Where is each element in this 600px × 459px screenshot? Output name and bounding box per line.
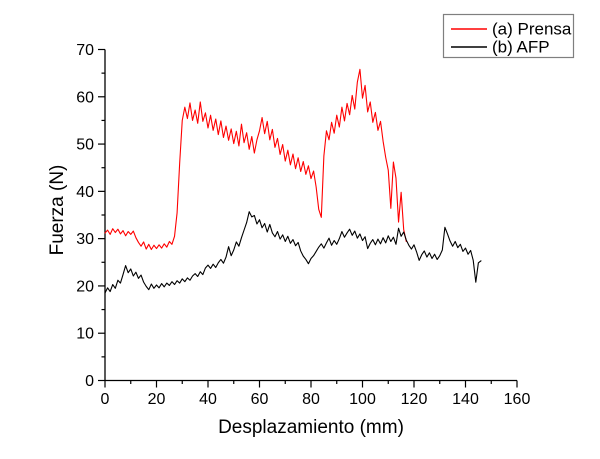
y-tick-label: 30	[76, 231, 94, 248]
x-axis-ticks: 0 20 40 60 80 100 120 140 160	[101, 380, 531, 408]
x-tick-label: 160	[504, 391, 531, 408]
x-tick-label: 80	[302, 391, 320, 408]
y-tick-label: 0	[85, 373, 94, 390]
y-axis-ticks: 0 10 20 30 40 50 60 70	[76, 42, 105, 390]
y-tick-label: 70	[76, 42, 94, 59]
x-tick-label: 40	[199, 391, 217, 408]
x-tick-label: 20	[148, 391, 166, 408]
x-tick-label: 60	[251, 391, 269, 408]
x-tick-label: 120	[401, 391, 428, 408]
series-line-0	[104, 68, 407, 251]
y-tick-label: 20	[76, 278, 94, 295]
legend: (a) Prensa (b) AFP	[442, 13, 575, 59]
legend-label-prensa: (a) Prensa	[492, 20, 572, 39]
y-axis-title: Fuerza (N)	[47, 165, 68, 256]
x-tick-label: 0	[101, 391, 110, 408]
x-tick-label: 100	[349, 391, 376, 408]
data-series	[104, 68, 482, 294]
y-tick-label: 10	[76, 326, 94, 343]
y-tick-label: 40	[76, 184, 94, 201]
axes	[104, 49, 517, 382]
y-tick-label: 60	[76, 89, 94, 106]
x-axis-title: Desplazamiento (mm)	[218, 417, 404, 438]
series-line-1	[104, 211, 482, 294]
x-tick-label: 140	[452, 391, 479, 408]
legend-label-afp: (b) AFP	[492, 38, 550, 57]
legend-box	[442, 13, 575, 59]
y-tick-label: 50	[76, 137, 94, 154]
